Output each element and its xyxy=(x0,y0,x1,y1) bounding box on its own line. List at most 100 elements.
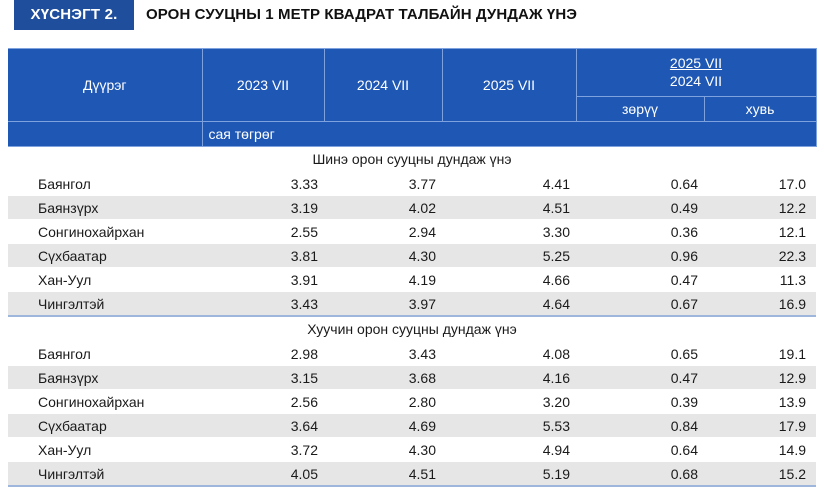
value-2023: 3.72 xyxy=(202,437,324,462)
value-percent: 19.1 xyxy=(704,341,816,366)
header-region: Дүүрэг xyxy=(8,48,203,122)
value-percent: 12.2 xyxy=(704,195,816,220)
table-row: Баянгол 2.98 3.43 4.08 0.65 19.1 xyxy=(8,341,816,366)
value-2025: 3.30 xyxy=(442,219,576,244)
value-2025: 4.16 xyxy=(442,365,576,390)
table-title: ОРОН СУУЦНЫ 1 МЕТР КВАДРАТ ТАЛБАЙН ДУНДА… xyxy=(146,6,578,23)
value-2024: 3.68 xyxy=(324,365,442,390)
district-name: Сонгинохайрхан xyxy=(8,389,202,414)
district-name: Баянгол xyxy=(8,341,202,366)
table-row: Сүхбаатар 3.64 4.69 5.53 0.84 17.9 xyxy=(8,413,816,438)
district-name: Баянгол xyxy=(8,171,202,196)
table-number-badge: ХҮСНЭГТ 2. xyxy=(14,0,134,30)
value-2025: 4.64 xyxy=(442,291,576,317)
table-row: Баянгол 3.33 3.77 4.41 0.64 17.0 xyxy=(8,171,816,196)
district-name: Сүхбаатар xyxy=(8,413,202,438)
value-diff: 0.64 xyxy=(576,437,704,462)
value-percent: 17.0 xyxy=(704,171,816,196)
header-change-denominator: 2024 VII xyxy=(669,73,723,90)
table-row: Хан-Уул 3.72 4.30 4.94 0.64 14.9 xyxy=(8,437,816,462)
value-diff: 0.68 xyxy=(576,461,704,487)
value-2025: 4.51 xyxy=(442,195,576,220)
value-2025: 5.25 xyxy=(442,243,576,268)
district-name: Хан-Уул xyxy=(8,267,202,292)
header-unit: сая төгрөг xyxy=(201,121,817,147)
header-change-group: 2025 VII 2024 VII xyxy=(575,48,817,97)
section-title: Шинэ орон сууцны дундаж үнэ xyxy=(8,146,816,172)
value-diff: 0.47 xyxy=(576,365,704,390)
value-percent: 14.9 xyxy=(704,437,816,462)
value-percent: 12.1 xyxy=(704,219,816,244)
value-percent: 11.3 xyxy=(704,267,816,292)
value-2025: 4.66 xyxy=(442,267,576,292)
value-diff: 0.47 xyxy=(576,267,704,292)
district-name: Баянзүрх xyxy=(8,365,202,390)
value-2023: 3.81 xyxy=(202,243,324,268)
value-2023: 3.91 xyxy=(202,267,324,292)
value-percent: 16.9 xyxy=(704,291,816,317)
value-2023: 3.64 xyxy=(202,413,324,438)
value-diff: 0.65 xyxy=(576,341,704,366)
header-change-numerator: 2025 VII xyxy=(669,55,723,72)
value-2024: 3.97 xyxy=(324,291,442,317)
value-diff: 0.64 xyxy=(576,171,704,196)
price-table-container: Дүүрэг 2023 VII 2024 VII 2025 VII 2025 V… xyxy=(8,48,817,487)
header-diff: зөрүү xyxy=(575,95,705,123)
value-percent: 13.9 xyxy=(704,389,816,414)
value-2023: 2.55 xyxy=(202,219,324,244)
value-diff: 0.49 xyxy=(576,195,704,220)
table-row: Сонгинохайрхан 2.56 2.80 3.20 0.39 13.9 xyxy=(8,389,816,414)
value-2024: 2.80 xyxy=(324,389,442,414)
header-unit-spacer xyxy=(8,121,203,147)
value-diff: 0.96 xyxy=(576,243,704,268)
table-row: Чингэлтэй 4.05 4.51 5.19 0.68 15.2 xyxy=(8,461,816,487)
value-2023: 2.98 xyxy=(202,341,324,366)
value-2025: 4.08 xyxy=(442,341,576,366)
value-diff: 0.39 xyxy=(576,389,704,414)
value-diff: 0.84 xyxy=(576,413,704,438)
table-row: Хан-Уул 3.91 4.19 4.66 0.47 11.3 xyxy=(8,267,816,292)
table-body: Шинэ орон сууцны дундаж үнэ Баянгол 3.33 3.… xyxy=(8,146,816,487)
value-2023: 3.43 xyxy=(202,291,324,317)
district-name: Баянзүрх xyxy=(8,195,202,220)
value-percent: 15.2 xyxy=(704,461,816,487)
header-percent: хувь xyxy=(703,95,817,123)
table-title-bar: ХҮСНЭГТ 2. ОРОН СУУЦНЫ 1 МЕТР КВАДРАТ ТА… xyxy=(0,0,824,30)
section-row: Хуучин орон сууцны дундаж үнэ xyxy=(8,315,816,342)
value-2025: 5.19 xyxy=(442,461,576,487)
table-row: Сонгинохайрхан 2.55 2.94 3.30 0.36 12.1 xyxy=(8,219,816,244)
value-diff: 0.36 xyxy=(576,219,704,244)
value-2023: 3.33 xyxy=(202,171,324,196)
value-2025: 3.20 xyxy=(442,389,576,414)
district-name: Чингэлтэй xyxy=(8,461,202,487)
value-2024: 2.94 xyxy=(324,219,442,244)
value-2023: 3.19 xyxy=(202,195,324,220)
header-year-2025: 2025 VII xyxy=(441,48,577,122)
value-2024: 3.43 xyxy=(324,341,442,366)
value-percent: 17.9 xyxy=(704,413,816,438)
header-year-2023: 2023 VII xyxy=(201,48,325,122)
value-2024: 4.30 xyxy=(324,437,442,462)
price-table: Дүүрэг 2023 VII 2024 VII 2025 VII 2025 V… xyxy=(8,48,817,487)
value-2024: 4.02 xyxy=(324,195,442,220)
district-name: Хан-Уул xyxy=(8,437,202,462)
value-2023: 2.56 xyxy=(202,389,324,414)
value-2024: 3.77 xyxy=(324,171,442,196)
section-title: Хуучин орон сууцны дундаж үнэ xyxy=(8,315,816,342)
table-row: Баянзүрх 3.19 4.02 4.51 0.49 12.2 xyxy=(8,195,816,220)
value-2025: 4.94 xyxy=(442,437,576,462)
value-2025: 4.41 xyxy=(442,171,576,196)
value-2024: 4.30 xyxy=(324,243,442,268)
value-2023: 4.05 xyxy=(202,461,324,487)
district-name: Сонгинохайрхан xyxy=(8,219,202,244)
value-2023: 3.15 xyxy=(202,365,324,390)
value-2025: 5.53 xyxy=(442,413,576,438)
value-diff: 0.67 xyxy=(576,291,704,317)
value-2024: 4.19 xyxy=(324,267,442,292)
value-2024: 4.51 xyxy=(324,461,442,487)
table-row: Сүхбаатар 3.81 4.30 5.25 0.96 22.3 xyxy=(8,243,816,268)
district-name: Сүхбаатар xyxy=(8,243,202,268)
table-row: Чингэлтэй 3.43 3.97 4.64 0.67 16.9 xyxy=(8,291,816,317)
value-percent: 12.9 xyxy=(704,365,816,390)
header-year-2024: 2024 VII xyxy=(323,48,443,122)
